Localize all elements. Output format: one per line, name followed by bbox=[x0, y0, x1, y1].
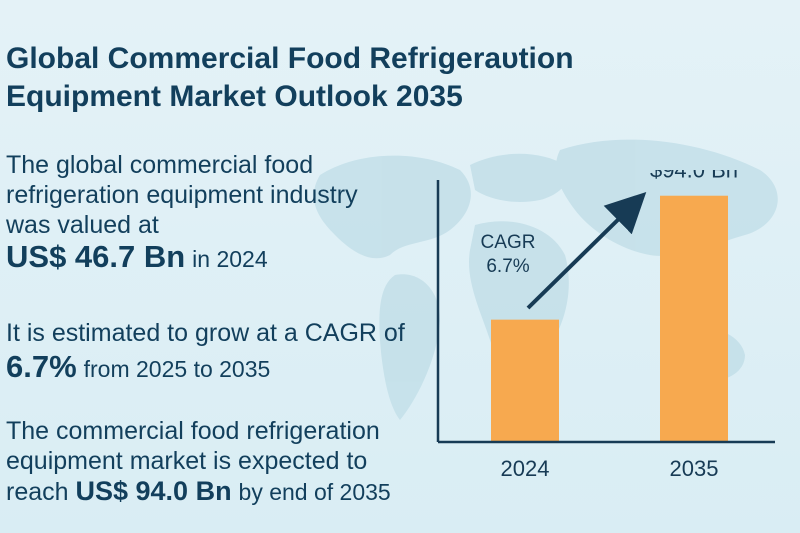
market-value-2024-text: The global commercial food refrigeration… bbox=[6, 150, 426, 274]
title-line-1: Global Commercial Food Refrigeraυtion bbox=[6, 42, 574, 75]
map-europe bbox=[470, 153, 569, 202]
value-2035-suffix: by end of 2035 bbox=[238, 479, 391, 505]
map-north-america bbox=[313, 155, 471, 259]
data-label-2035: $94.0 Bn bbox=[650, 170, 738, 183]
block1-line-2: refrigeration equipment industry bbox=[6, 181, 358, 209]
x-tick-label-2035: 2035 bbox=[670, 456, 719, 481]
market-bar-chart: 2024 2035 $94.0 Bn CAGR 6.7% bbox=[436, 170, 775, 481]
page-title: Global Commercial Food Refrigeraυtion Eq… bbox=[6, 40, 706, 116]
cagr-annotation-line-1: CAGR bbox=[481, 232, 536, 253]
block1-line-3: was valued at bbox=[6, 211, 159, 239]
cagr-value: 6.7% bbox=[6, 349, 77, 384]
value-2035: US$ 94.0 Bn bbox=[75, 476, 232, 506]
block3-prefix: reach bbox=[6, 478, 69, 506]
block3-line-1: The commercial food refrigeration bbox=[6, 417, 380, 445]
growth-arrow bbox=[526, 191, 647, 310]
x-tick-label-2024: 2024 bbox=[501, 456, 550, 481]
value-2024: US$ 46.7 Bn bbox=[6, 239, 186, 274]
block3-line-2: equipment market is expected to bbox=[6, 447, 368, 475]
bar-2035 bbox=[660, 195, 728, 442]
cagr-suffix: from 2025 to 2035 bbox=[83, 356, 271, 382]
cagr-annotation-line-2: 6.7% bbox=[486, 256, 529, 277]
block1-line-1: The global commercial food bbox=[6, 151, 314, 179]
bar-2024 bbox=[491, 319, 559, 442]
value-2024-suffix: in 2024 bbox=[192, 246, 268, 272]
market-value-2035-text: The commercial food refrigeration equipm… bbox=[6, 416, 436, 507]
map-south-america bbox=[379, 274, 440, 420]
cagr-text: It is estimated to grow at a CAGR of 6.7… bbox=[6, 318, 426, 384]
title-line-2: Equipment Market Outlook 2035 bbox=[6, 80, 463, 113]
block2-line-1: It is estimated to grow at a CAGR of bbox=[6, 319, 405, 347]
